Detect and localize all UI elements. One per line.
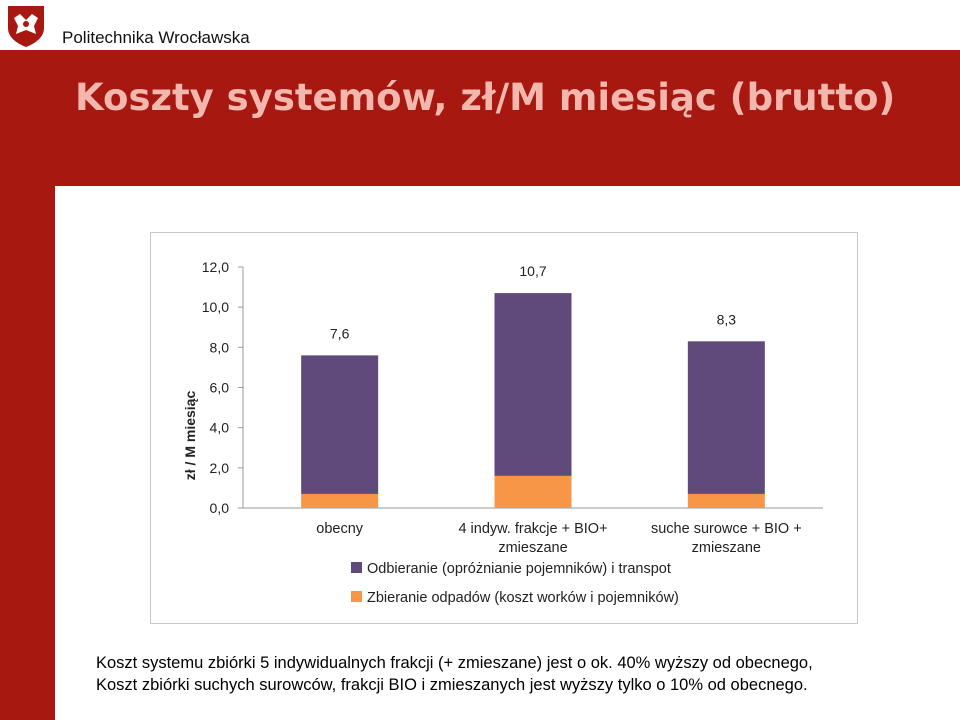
institution-name: Politechnika Wrocławska (62, 28, 250, 47)
y-tick-label: 12,0 (202, 259, 229, 275)
legend-label: Odbieranie (opróżnianie pojemników) i tr… (367, 561, 671, 577)
bar-total-label: 10,7 (519, 263, 546, 279)
bar-total-label: 7,6 (330, 325, 350, 341)
caption: Koszt systemu zbiórki 5 indywidualnych f… (96, 652, 936, 696)
y-axis-title: zł / M miesiąc (182, 391, 198, 481)
bar-segment-transport (494, 293, 572, 476)
title-band (55, 50, 960, 186)
legend-label: Zbieranie odpadów (koszt worków i pojemn… (367, 590, 679, 606)
left-brand-bar (0, 50, 55, 720)
x-category-label: obecny (316, 521, 364, 537)
y-tick-label: 4,0 (210, 420, 230, 436)
x-category-label: zmieszane (692, 540, 761, 556)
y-tick-label: 2,0 (210, 460, 230, 476)
slide-title: Koszty systemów, zł/M miesiąc (brutto) (75, 76, 896, 119)
chart-frame: 0,0 2,0 4,0 6,0 8,0 10,0 12,0 zł / M miesiąc 7,6… (150, 232, 858, 624)
x-category-label: zmieszane (498, 540, 567, 556)
y-tick-label: 6,0 (210, 380, 230, 396)
bar-segment-transport (687, 341, 765, 494)
caption-line-2: Koszt zbiórki suchych surowców, frakcji … (96, 676, 808, 694)
legend-swatch (351, 562, 362, 573)
bar-segment-collection (301, 493, 379, 508)
bar-segment-collection (494, 475, 572, 508)
caption-line-1: Koszt systemu zbiórki 5 indywidualnych f… (96, 654, 813, 672)
x-category-label: 4 indyw. frakcje + BIO+ (458, 521, 607, 537)
university-logo (8, 6, 44, 47)
stacked-bar-chart: 0,0 2,0 4,0 6,0 8,0 10,0 12,0 zł / M miesiąc 7,6… (182, 259, 823, 606)
bar-segment-transport (301, 355, 379, 494)
y-tick-label: 8,0 (210, 339, 230, 355)
y-tick-label: 0,0 (210, 500, 230, 516)
legend-swatch (351, 591, 362, 602)
bar-total-label: 8,3 (717, 311, 737, 327)
y-tick-label: 10,0 (202, 299, 229, 315)
header-strip (0, 0, 960, 50)
bar-segment-collection (687, 493, 765, 508)
x-category-label: suche surowce + BIO + (651, 521, 802, 537)
